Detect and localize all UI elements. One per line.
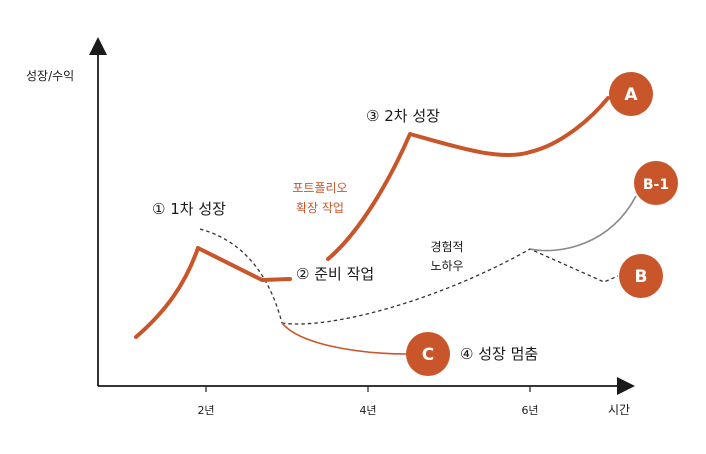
tick-label-4: 4년	[359, 404, 376, 417]
b1-path	[529, 195, 637, 252]
experience-label-line1: 경험적	[430, 240, 463, 254]
experience-label-line2: 노하우	[430, 259, 463, 273]
stage1-label: ① 1차 성장	[152, 200, 226, 218]
badge-c: C	[406, 332, 450, 376]
preparation-path	[196, 246, 292, 282]
badge-a: A	[609, 72, 653, 116]
stagnation-path	[281, 322, 409, 355]
x-axis-label: 시간	[608, 403, 630, 417]
badge-b: B	[619, 254, 663, 298]
portfolio-label-line2: 확장 작업	[296, 201, 344, 215]
badge-b-text: B	[635, 267, 648, 287]
portfolio-label-line1: 포트폴리오	[292, 181, 347, 195]
badge-a-text: A	[624, 85, 638, 105]
stage2-label: ② 준비 작업	[296, 265, 374, 283]
stage4-label: ④ 성장 멈춤	[460, 345, 538, 363]
dashed-decline-path	[199, 228, 283, 324]
stage3-label: ③ 2차 성장	[366, 107, 440, 125]
badge-c-text: C	[422, 345, 434, 365]
y-axis-label: 성장/수익	[26, 69, 74, 83]
second-growth-path	[326, 96, 610, 261]
tick-label-6: 6년	[521, 404, 538, 417]
badge-b1: B-1	[634, 161, 678, 205]
badge-b1-text: B-1	[643, 177, 669, 193]
tick-label-2: 2년	[197, 404, 214, 417]
first-growth-path	[134, 246, 200, 339]
